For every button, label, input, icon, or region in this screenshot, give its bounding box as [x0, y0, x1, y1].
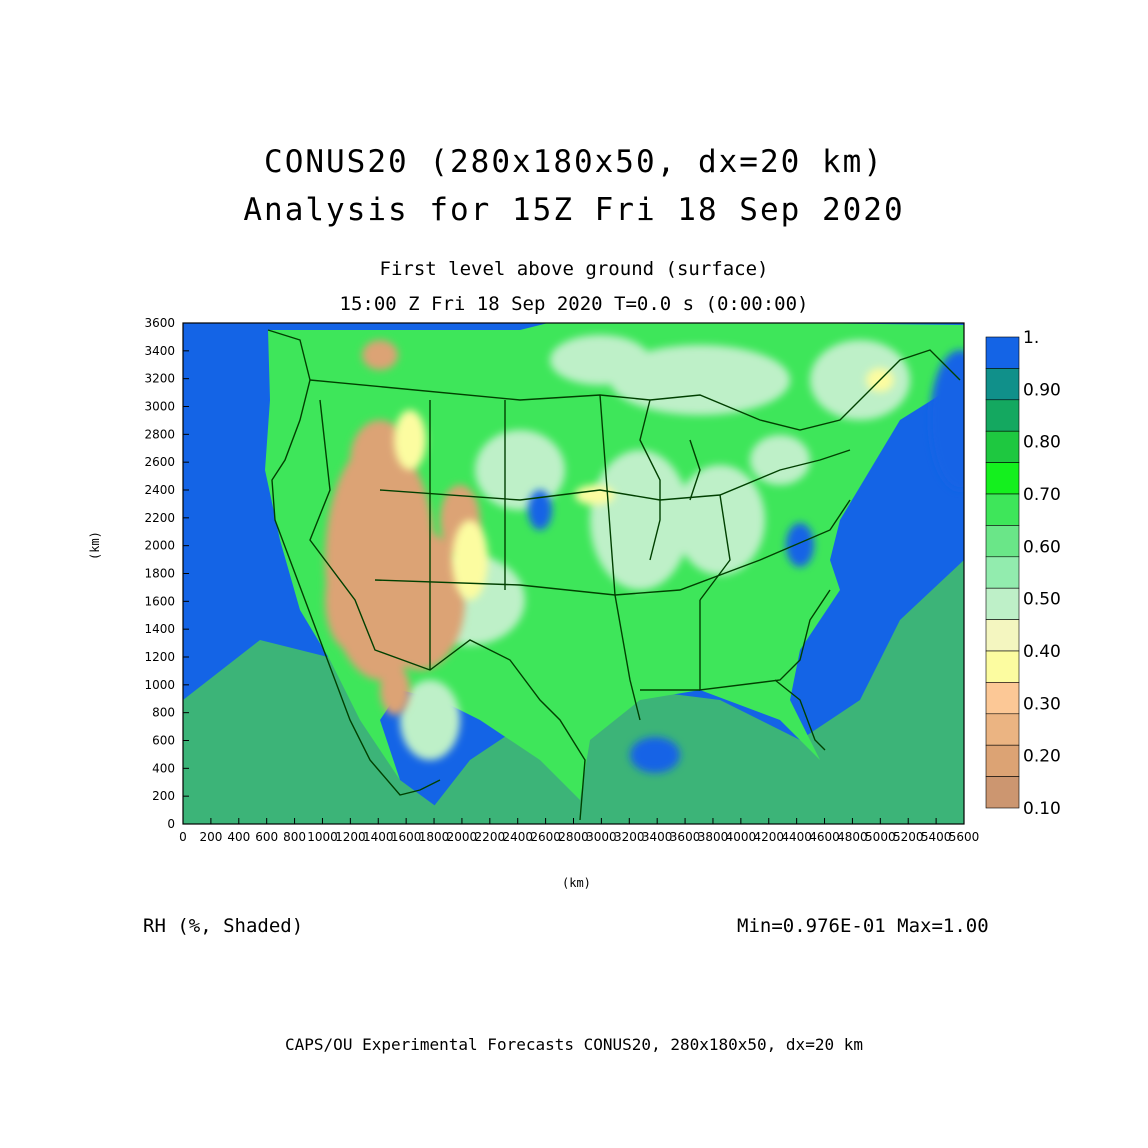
x-tick-label: 5600 — [949, 830, 980, 844]
valid-time-label: 15:00 Z Fri 18 Sep 2020 T=0.0 s (0:00:00… — [339, 293, 809, 315]
y-tick-label: 200 — [152, 789, 175, 803]
colorbar-label: 1. — [1023, 328, 1039, 348]
y-axis-label: (km) — [88, 531, 102, 560]
colorbar-swatch — [985, 368, 1020, 401]
x-tick-label: 3000 — [586, 830, 617, 844]
x-tick-label: 2000 — [447, 830, 478, 844]
y-tick-label: 3200 — [144, 372, 175, 386]
state-borders — [267, 329, 961, 821]
colorbar-label: 0.50 — [1023, 590, 1061, 610]
colorbar-label: 0.60 — [1023, 537, 1061, 557]
credit-line: CAPS/OU Experimental Forecasts CONUS20, … — [285, 1035, 863, 1054]
x-tick-label: 2200 — [475, 830, 506, 844]
colorbar-swatch — [985, 587, 1020, 620]
x-tick-label: 1000 — [307, 830, 338, 844]
x-tick-label: 5000 — [865, 830, 896, 844]
colorbar-swatch — [985, 493, 1020, 526]
level-label: First level above ground (surface) — [379, 258, 769, 280]
x-tick-label: 2800 — [558, 830, 589, 844]
y-tick-label: 600 — [152, 734, 175, 748]
x-axis-label: (km) — [562, 876, 591, 890]
y-tick-label: 1600 — [144, 594, 175, 608]
y-tick-label: 2000 — [144, 539, 175, 553]
x-tick-label: 1600 — [391, 830, 422, 844]
x-tick-label: 4000 — [726, 830, 757, 844]
y-tick-label: 3600 — [144, 316, 175, 330]
analysis-time-title: Analysis for 15Z Fri 18 Sep 2020 — [243, 192, 905, 228]
colorbar-swatch — [985, 430, 1020, 463]
offshore-field — [183, 560, 964, 824]
colorbar-swatch — [985, 744, 1020, 777]
x-tick-label: 2600 — [530, 830, 561, 844]
colorbar-swatch — [985, 462, 1020, 495]
colorbar-swatch — [985, 399, 1020, 432]
y-tick-label: 3000 — [144, 400, 175, 414]
colorbar-swatch — [985, 713, 1020, 746]
x-tick-label: 5400 — [921, 830, 952, 844]
y-tick-label: 1400 — [144, 622, 175, 636]
colorbar-label: 0.70 — [1023, 485, 1061, 505]
colorbar-swatch — [985, 776, 1020, 809]
colorbar-swatch — [985, 525, 1020, 558]
y-tick-label: 3400 — [144, 344, 175, 358]
x-tick-label: 4200 — [753, 830, 784, 844]
x-tick-label: 600 — [255, 830, 278, 844]
x-tick-label: 4800 — [837, 830, 868, 844]
colorbar-label: 0.90 — [1023, 380, 1061, 400]
y-tick-label: 400 — [152, 761, 175, 775]
y-tick-label: 1800 — [144, 567, 175, 581]
x-tick-label: 3800 — [698, 830, 729, 844]
colorbar-swatch — [985, 682, 1020, 715]
x-tick-label: 3400 — [642, 830, 673, 844]
colorbar-swatch — [985, 619, 1020, 652]
x-tick-label: 3600 — [670, 830, 701, 844]
x-tick-label: 800 — [283, 830, 306, 844]
y-tick-label: 2200 — [144, 511, 175, 525]
colorbar-label: 0.20 — [1023, 747, 1061, 767]
y-tick-label: 800 — [152, 706, 175, 720]
y-axis: 0 200 400 600 800 1000 1200 1400 1600 1800 2000 220… — [144, 316, 189, 831]
min-max-label: Min=0.976E-01 Max=1.00 — [737, 915, 989, 937]
x-tick-label: 1400 — [363, 830, 394, 844]
x-axis: 0 200 400 600 800 100012001400160018002000220… — [179, 818, 979, 844]
map-title: CONUS20 (280x180x50, dx=20 km) — [264, 144, 884, 180]
x-tick-label: 0 — [179, 830, 187, 844]
colorbar: 1. 0.90 0.80 0.70 0.60 0.50 0.40 0.30 0.20 0.10 — [985, 328, 1061, 819]
x-tick-label: 1800 — [419, 830, 450, 844]
x-tick-label: 4600 — [809, 830, 840, 844]
x-tick-label: 2400 — [502, 830, 533, 844]
x-tick-label: 1200 — [335, 830, 366, 844]
y-tick-label: 0 — [167, 817, 175, 831]
colorbar-label: 0.80 — [1023, 433, 1061, 453]
y-tick-label: 2800 — [144, 427, 175, 441]
y-tick-label: 2600 — [144, 455, 175, 469]
y-tick-label: 1200 — [144, 650, 175, 664]
colorbar-swatch — [985, 650, 1020, 683]
x-tick-label: 5200 — [893, 830, 924, 844]
x-tick-label: 400 — [227, 830, 250, 844]
x-tick-label: 3200 — [614, 830, 645, 844]
colorbar-label: 0.30 — [1023, 694, 1061, 714]
rh-field — [183, 323, 964, 824]
x-tick-label: 200 — [199, 830, 222, 844]
variable-label: RH (%, Shaded) — [143, 915, 304, 937]
y-tick-label: 2400 — [144, 483, 175, 497]
colorbar-swatch — [985, 556, 1020, 589]
colorbar-swatch — [985, 336, 1020, 369]
colorbar-label: 0.10 — [1023, 799, 1061, 819]
y-tick-label: 1000 — [144, 678, 175, 692]
x-tick-label: 4400 — [781, 830, 812, 844]
colorbar-label: 0.40 — [1023, 642, 1061, 662]
